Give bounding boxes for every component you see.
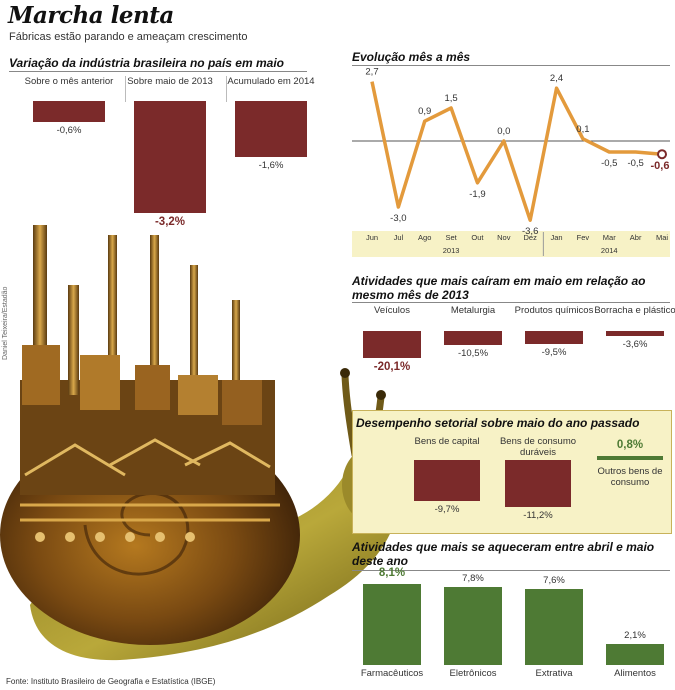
value-label-2-0: -20,1%	[373, 361, 411, 374]
month-label-11: Mai	[656, 233, 668, 242]
month-label-7: Jan	[550, 233, 562, 242]
bar-0-0	[33, 101, 105, 122]
year-label-1: 2014	[601, 246, 618, 255]
panel2-title: Evolução mês a mês	[352, 50, 471, 64]
month-label-9: Mar	[603, 233, 616, 242]
page-subtitle: Fábricas estão parando e ameaçam crescim…	[9, 31, 248, 43]
point-label-4: -1,9	[469, 189, 485, 200]
point-label-9: -0,5	[601, 158, 617, 169]
source-note: Fonte: Instituto Brasileiro de Geografia…	[6, 677, 216, 686]
panel1-rule	[9, 71, 307, 72]
category-label-2-3: Borracha e plástico	[594, 305, 675, 316]
point-label-8: 0,1	[576, 124, 589, 135]
panel1-title: Variação da indústria brasileira no país…	[9, 56, 284, 70]
month-label-10: Abr	[630, 233, 642, 242]
point-label-1: -3,0	[390, 213, 406, 224]
year-label-0: 2013	[443, 246, 460, 255]
category-label-3-0: Bens de capital	[414, 436, 480, 447]
value-label-3-1: -11,2%	[523, 510, 553, 522]
month-label-4: Out	[471, 233, 484, 242]
value-label-3-0: -9,7%	[434, 503, 460, 515]
month-band	[352, 231, 670, 257]
panel2-rule	[352, 65, 670, 66]
bar-0-2	[235, 101, 307, 157]
value-label-2-3: -3,6%	[622, 338, 648, 350]
last-point-marker	[657, 149, 667, 160]
bar-4-0	[363, 584, 421, 665]
month-label-1: Jul	[394, 233, 404, 242]
value-label-4-0: 8,1%	[378, 567, 406, 579]
bar-4-1	[444, 587, 502, 665]
point-label-2: 0,9	[418, 106, 431, 117]
bar-3-0	[414, 460, 480, 501]
category-label-4-2: Extrativa	[535, 668, 573, 679]
month-label-8: Fev	[577, 233, 590, 242]
bar-4-3	[606, 644, 664, 665]
panel3-rule	[352, 302, 670, 303]
month-label-2: Ago	[418, 233, 431, 242]
bar-2-0	[363, 331, 421, 359]
value-label-0-2: -1,6%	[258, 160, 284, 171]
category-label-0-1: Sobre maio de 2013	[127, 76, 213, 87]
series-line	[370, 81, 663, 222]
category-label-2-0: Veículos	[374, 305, 410, 316]
category-label-4-1: Eletrônicos	[449, 668, 497, 679]
category-label-3-1: Bens de consumo duráveis	[499, 436, 577, 458]
category-label-3-2: Outros bens de consumo	[597, 466, 663, 488]
panel5-rule	[352, 570, 670, 571]
value-label-3-2: 0,8%	[616, 439, 644, 451]
month-label-6: Dez	[524, 233, 538, 242]
bar-3-1	[505, 460, 571, 508]
bar-2-1	[444, 331, 502, 346]
month-label-3: Set	[445, 233, 457, 242]
point-label-0: 2,7	[365, 67, 378, 78]
photo-credit: Daniel Teixeira/Estadão	[2, 286, 9, 360]
category-label-2-2: Produtos químicos	[514, 305, 594, 316]
bar-4-2	[525, 589, 583, 665]
value-label-4-2: 7,6%	[543, 575, 565, 586]
panel1-separator-0	[125, 76, 126, 102]
category-label-4-0: Farmacêuticos	[360, 668, 424, 679]
panel5-title: Atividades que mais se aqueceram entre a…	[352, 540, 655, 568]
point-label-3: 1,5	[444, 93, 457, 104]
point-label-5: 0,0	[497, 126, 510, 137]
value-label-0-1: -3,2%	[154, 216, 186, 228]
panel3-title: Atividades que mais caíram em maio em re…	[352, 274, 646, 302]
point-label-10: -0,5	[627, 158, 643, 169]
value-label-2-1: -10,5%	[457, 348, 489, 360]
snail-factory-illustration	[0, 225, 402, 661]
value-label-0-0: -0,6%	[56, 125, 82, 136]
month-label-0: Jun	[366, 233, 378, 242]
bar-2-2	[525, 331, 583, 344]
point-label-7: 2,4	[550, 73, 563, 84]
point-label-11: -0,6	[651, 160, 670, 172]
point-label-6: -3,6	[522, 226, 538, 237]
value-label-4-3: 2,1%	[624, 630, 646, 641]
category-label-0-0: Sobre o mês anterior	[24, 76, 114, 87]
panel4-title: Desempenho setorial sobre maio do ano pa…	[356, 416, 640, 430]
value-label-2-2: -9,5%	[541, 346, 567, 358]
evolution-line-chart: 2,7 -3,0 0,9 1,5 -1,9 0,0 -3,6 2,4 0,1 -0,5 -0,5 -0…	[352, 67, 670, 257]
bar-0-1	[134, 101, 206, 213]
panel1-separator-1	[226, 76, 227, 102]
category-label-2-1: Metalurgia	[450, 305, 496, 316]
bar-2-3	[606, 331, 664, 336]
category-label-0-2: Acumulado em 2014	[227, 76, 315, 87]
category-label-4-3: Alimentos	[614, 668, 656, 679]
bar-3-2	[597, 456, 663, 460]
month-label-5: Nov	[497, 233, 511, 242]
page-title: Marcha lenta	[8, 2, 174, 29]
value-label-4-1: 7,8%	[462, 573, 484, 584]
